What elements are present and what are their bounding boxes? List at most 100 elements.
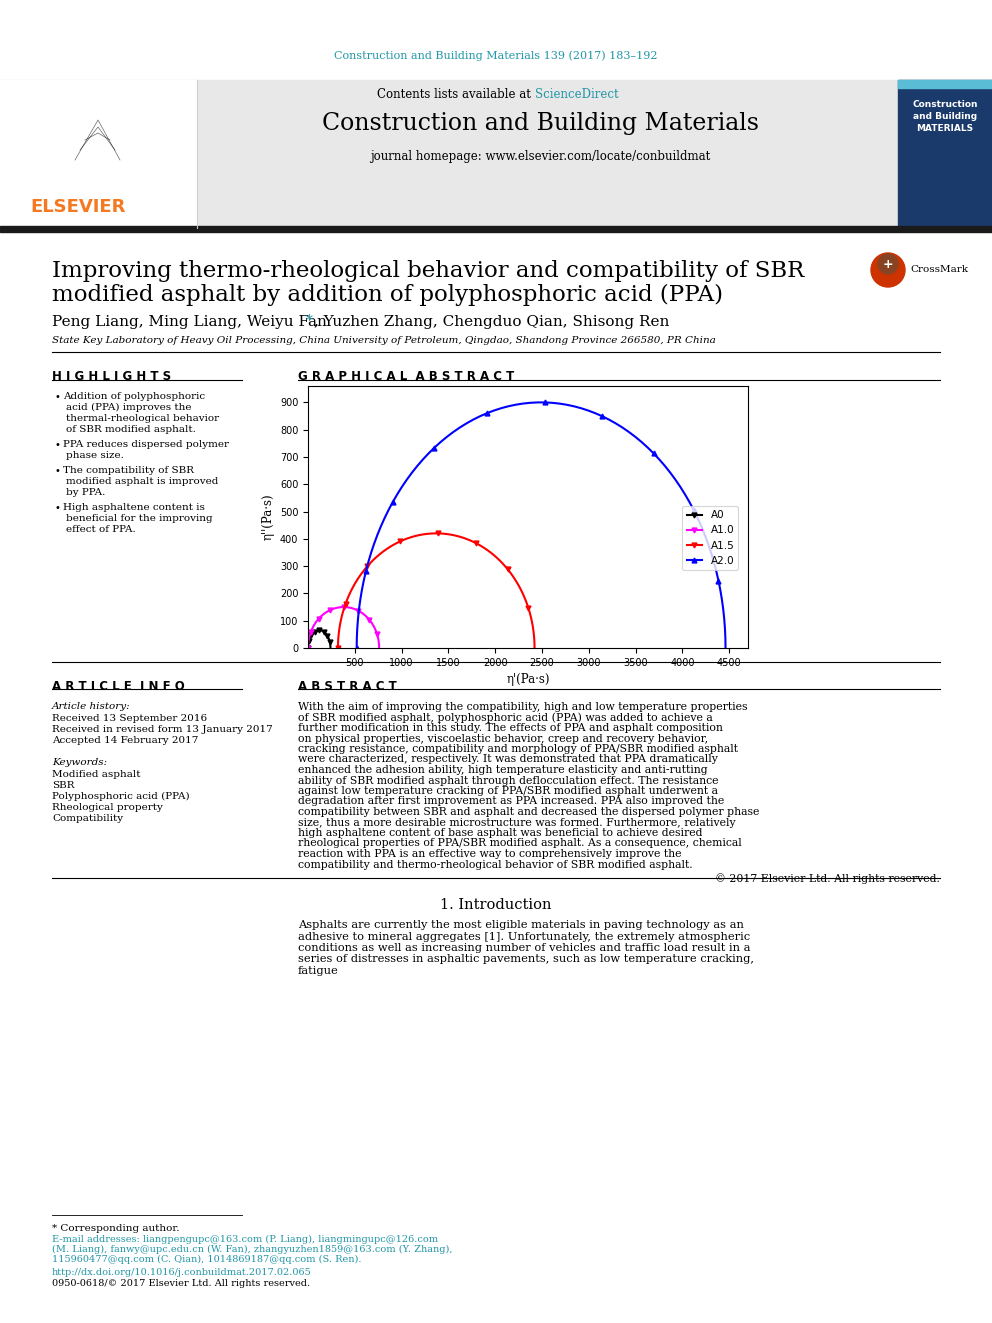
Circle shape [878, 254, 898, 274]
A0 [324, 635, 336, 651]
Text: further modification in this study. The effects of PPA and asphalt composition: further modification in this study. The … [298, 722, 723, 733]
Text: A R T I C L E  I N F O: A R T I C L E I N F O [52, 680, 185, 693]
A1.0 [331, 599, 343, 615]
Text: modified asphalt by addition of polyphosphoric acid (PPA): modified asphalt by addition of polyphos… [52, 284, 723, 306]
A1.0 [371, 627, 383, 643]
A1.0 [351, 602, 363, 618]
A1.5 [332, 640, 344, 656]
Text: enhanced the adhesion ability, high temperature elasticity and anti-rutting: enhanced the adhesion ability, high temp… [298, 765, 707, 775]
A1.5 [477, 540, 489, 556]
Text: ability of SBR modified asphalt through deflocculation effect. The resistance: ability of SBR modified asphalt through … [298, 775, 718, 786]
Text: The compatibility of SBR: The compatibility of SBR [63, 466, 194, 475]
Text: Received in revised form 13 January 2017: Received in revised form 13 January 2017 [52, 725, 273, 734]
A1.0 [302, 640, 313, 656]
A1.0 [337, 599, 349, 615]
Text: reaction with PPA is an effective way to comprehensively improve the: reaction with PPA is an effective way to… [298, 849, 682, 859]
A2.0 [502, 398, 514, 414]
Text: High asphaltene content is: High asphaltene content is [63, 503, 205, 512]
A0 [302, 640, 313, 656]
Line: A1.0: A1.0 [306, 605, 382, 651]
Text: © 2017 Elsevier Ltd. All rights reserved.: © 2017 Elsevier Ltd. All rights reserved… [715, 873, 940, 884]
A0 [317, 623, 329, 639]
Text: modified asphalt is improved: modified asphalt is improved [66, 478, 218, 486]
Text: SBR: SBR [52, 781, 74, 790]
A2.0 [603, 411, 615, 427]
Text: 0950-0618/© 2017 Elsevier Ltd. All rights reserved.: 0950-0618/© 2017 Elsevier Ltd. All right… [52, 1279, 310, 1289]
Text: CrossMark: CrossMark [910, 266, 968, 274]
A2.0 [623, 425, 635, 441]
Bar [898, 79, 992, 228]
Text: journal homepage: www.elsevier.com/locate/conbuildmat: journal homepage: www.elsevier.com/locat… [370, 149, 710, 163]
Text: rheological properties of PPA/SBR modified asphalt. As a consequence, chemical: rheological properties of PPA/SBR modifi… [298, 839, 742, 848]
Text: Construction and Building Materials 139 (2017) 183–192: Construction and Building Materials 139 … [334, 50, 658, 61]
Text: Addition of polyphosphoric: Addition of polyphosphoric [63, 392, 205, 401]
A2.0 [532, 394, 544, 410]
Y-axis label: η''(Pa·s): η''(Pa·s) [261, 493, 274, 540]
Text: high asphaltene content of base asphalt was beneficial to achieve desired: high asphaltene content of base asphalt … [298, 828, 702, 837]
A1.0 [373, 640, 385, 656]
Text: size, thus a more desirable microstructure was formed. Furthermore, relatively: size, thus a more desirable microstructu… [298, 818, 736, 827]
Text: beneficial for the improving: beneficial for the improving [66, 515, 212, 523]
A2.0 [596, 409, 608, 425]
Text: phase size.: phase size. [66, 451, 124, 460]
Text: *: * [306, 314, 312, 328]
A2.0 [719, 640, 731, 656]
Text: Contents lists available at: Contents lists available at [377, 89, 535, 101]
A0 [311, 623, 323, 639]
A2.0 [710, 564, 722, 579]
Text: Modified asphalt: Modified asphalt [52, 770, 141, 779]
X-axis label: η'(Pa·s): η'(Pa·s) [506, 673, 550, 687]
Text: of SBR modified asphalt, polyphosphoric acid (PPA) was added to achieve a: of SBR modified asphalt, polyphosphoric … [298, 713, 712, 724]
A1.5 [466, 533, 478, 549]
A2.0 [351, 640, 363, 656]
Text: Improving thermo-rheological behavior and compatibility of SBR: Improving thermo-rheological behavior an… [52, 261, 805, 282]
Text: •: • [54, 503, 60, 513]
Text: acid (PPA) improves the: acid (PPA) improves the [66, 404, 191, 413]
Text: adhesive to mineral aggregates [1]. Unfortunately, the extremely atmospheric: adhesive to mineral aggregates [1]. Unfo… [298, 931, 750, 942]
A1.5 [429, 525, 440, 541]
Line: A0: A0 [306, 628, 333, 651]
Text: on physical properties, viscoelastic behavior, creep and recovery behavior,: on physical properties, viscoelastic beh… [298, 733, 708, 744]
Bar [0, 226, 992, 232]
A1.5 [413, 528, 425, 544]
A1.0 [358, 607, 370, 623]
Bar [898, 79, 992, 89]
Text: 1. Introduction: 1. Introduction [440, 898, 552, 912]
A1.0 [354, 605, 366, 620]
Text: Polyphosphoric acid (PPA): Polyphosphoric acid (PPA) [52, 792, 189, 802]
Text: by PPA.: by PPA. [66, 488, 105, 497]
Text: Article history:: Article history: [52, 703, 131, 710]
Text: Construction
and Building
MATERIALS: Construction and Building MATERIALS [913, 101, 978, 132]
Bar [0, 79, 992, 228]
Text: G R A P H I C A L  A B S T R A C T: G R A P H I C A L A B S T R A C T [298, 370, 514, 382]
Text: series of distresses in asphaltic pavements, such as low temperature cracking,: series of distresses in asphaltic paveme… [298, 954, 754, 964]
Text: Asphalts are currently the most eligible materials in paving technology as an: Asphalts are currently the most eligible… [298, 919, 744, 930]
A1.5 [463, 532, 475, 548]
Text: •: • [54, 441, 60, 450]
Text: Rheological property: Rheological property [52, 803, 163, 812]
Text: •: • [54, 466, 60, 476]
Text: PPA reduces dispersed polymer: PPA reduces dispersed polymer [63, 441, 229, 448]
Text: compatibility between SBR and asphalt and decreased the dispersed polymer phase: compatibility between SBR and asphalt an… [298, 807, 759, 818]
Text: degradation after first improvement as PPA increased. PPA also improved the: degradation after first improvement as P… [298, 796, 724, 807]
Text: , Yuzhen Zhang, Chengduo Qian, Shisong Ren: , Yuzhen Zhang, Chengduo Qian, Shisong R… [314, 315, 670, 329]
A1.5 [487, 546, 499, 562]
Text: thermal-rheological behavior: thermal-rheological behavior [66, 414, 219, 423]
Bar [0, 79, 197, 228]
Text: 115960477@qq.com (C. Qian), 1014869187@qq.com (S. Ren).: 115960477@qq.com (C. Qian), 1014869187@q… [52, 1256, 361, 1263]
Text: of SBR modified asphalt.: of SBR modified asphalt. [66, 425, 195, 434]
A0 [324, 640, 336, 656]
A0 [317, 623, 329, 639]
Text: against low temperature cracking of PPA/SBR modified asphalt underwent a: against low temperature cracking of PPA/… [298, 786, 718, 796]
Text: State Key Laboratory of Heavy Oil Processing, China University of Petroleum, Qin: State Key Laboratory of Heavy Oil Proces… [52, 336, 716, 345]
Text: cracking resistance, compatibility and morphology of PPA/SBR modified asphalt: cracking resistance, compatibility and m… [298, 744, 738, 754]
Text: Compatibility: Compatibility [52, 814, 123, 823]
Text: http://dx.doi.org/10.1016/j.conbuildmat.2017.02.065: http://dx.doi.org/10.1016/j.conbuildmat.… [52, 1267, 311, 1277]
Text: Received 13 September 2016: Received 13 September 2016 [52, 714, 207, 722]
A2.0 [642, 439, 654, 455]
Text: Accepted 14 February 2017: Accepted 14 February 2017 [52, 736, 198, 745]
Text: fatigue: fatigue [298, 966, 338, 976]
Line: A2.0: A2.0 [354, 400, 728, 651]
Text: * Corresponding author.: * Corresponding author. [52, 1224, 180, 1233]
A0 [318, 624, 330, 640]
